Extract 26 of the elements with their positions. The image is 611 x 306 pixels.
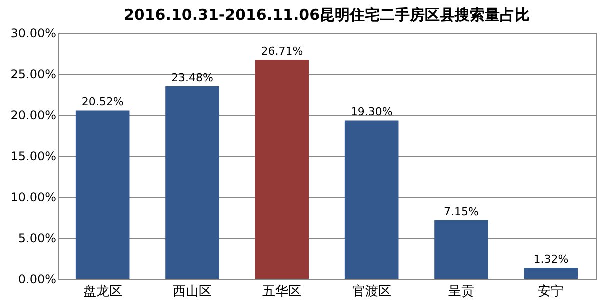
x-tick-label: 官渡区 <box>352 284 392 300</box>
data-label: 7.15% <box>444 205 479 218</box>
x-tick-label: 五华区 <box>262 284 302 300</box>
y-tick-label: 30.00% <box>10 26 56 40</box>
bar <box>434 220 488 279</box>
bar <box>166 86 220 279</box>
data-label: 20.52% <box>82 96 124 109</box>
y-tick-label: 0.00% <box>18 272 56 286</box>
bar <box>344 120 399 279</box>
data-label: 19.30% <box>350 106 393 119</box>
y-tick-label: 10.00% <box>10 190 56 204</box>
data-label: 26.71% <box>261 44 304 58</box>
x-tick-label: 安宁 <box>538 284 564 300</box>
x-tick-label: 西山区 <box>173 284 212 300</box>
y-tick-label: 25.00% <box>10 68 56 82</box>
data-label: 23.48% <box>172 71 214 84</box>
bar <box>255 60 310 279</box>
y-tick-label: 15.00% <box>10 150 56 164</box>
data-label: 1.32% <box>534 253 569 266</box>
y-tick-label: 20.00% <box>10 108 56 122</box>
x-tick-label: 盘龙区 <box>83 284 122 300</box>
bar <box>76 110 130 279</box>
x-tick-label: 呈贡 <box>448 284 474 300</box>
chart-title: 2016.10.31-2016.11.06昆明住宅二手房区县搜索量占比 <box>124 6 530 24</box>
bar <box>524 268 578 279</box>
y-tick-label: 5.00% <box>18 232 56 246</box>
